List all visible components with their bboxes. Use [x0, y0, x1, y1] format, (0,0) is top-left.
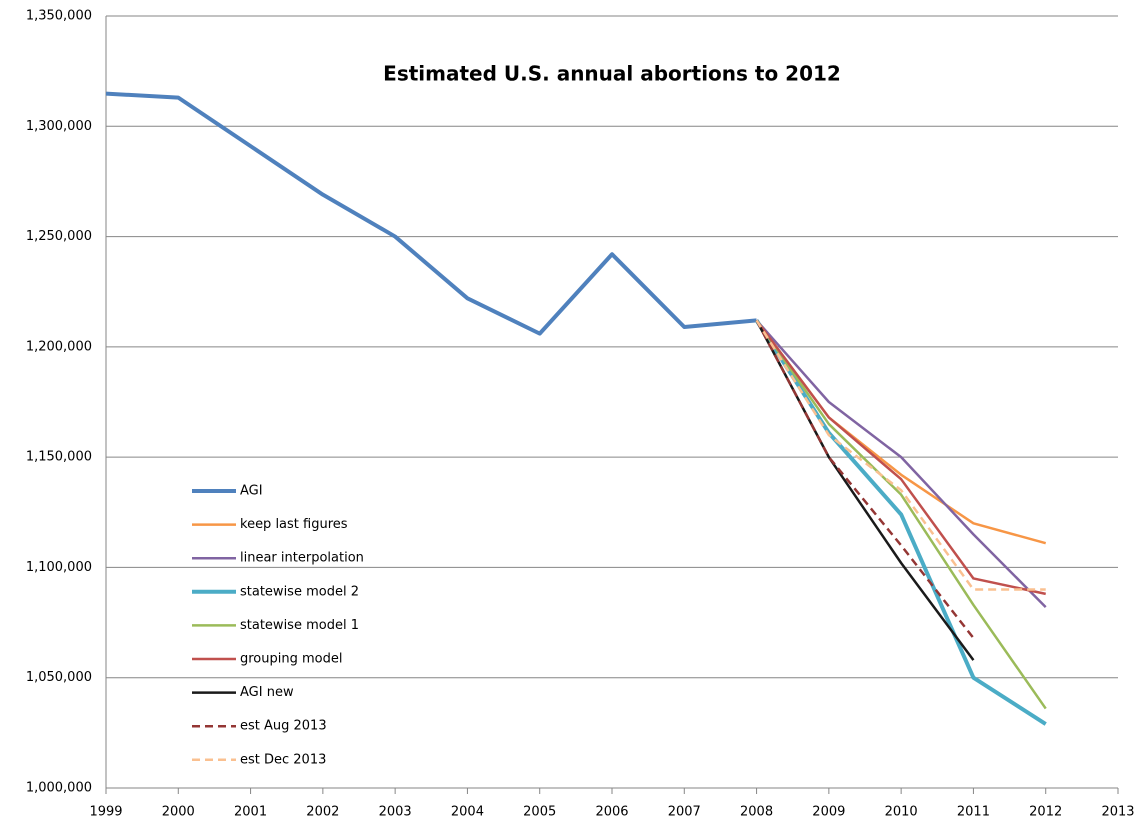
x-tick-label: 2005 [523, 805, 556, 820]
x-tick-label: 2013 [1101, 805, 1134, 820]
series-line [755, 319, 1047, 710]
legend-label: keep last figures [240, 517, 348, 532]
y-tick-label: 1,050,000 [26, 670, 92, 685]
series-line [755, 319, 1046, 591]
legend-label: est Aug 2013 [240, 719, 327, 734]
series-line [755, 319, 1047, 545]
series-line [755, 319, 1047, 609]
x-tick-label: 2006 [595, 805, 628, 820]
x-tick-label: 2002 [306, 805, 339, 820]
y-tick-label: 1,250,000 [26, 229, 92, 244]
y-tick-label: 1,200,000 [26, 339, 92, 354]
legend-label: grouping model [240, 652, 342, 667]
legend-label: statewise model 2 [240, 584, 359, 599]
series-line [754, 319, 1047, 726]
chart-title: Estimated U.S. annual abortions to 2012 [383, 62, 841, 86]
x-tick-label: 2000 [162, 805, 195, 820]
series-line [755, 319, 1046, 596]
x-tick-label: 2012 [1029, 805, 1062, 820]
series-line [755, 319, 975, 639]
y-tick-label: 1,000,000 [26, 781, 92, 796]
legend-label: est Dec 2013 [240, 752, 326, 767]
y-tick-label: 1,350,000 [26, 9, 92, 24]
x-tick-label: 2009 [812, 805, 845, 820]
y-tick-label: 1,300,000 [26, 119, 92, 134]
x-tick-label: 2003 [379, 805, 412, 820]
series-line [105, 91, 757, 336]
x-tick-label: 1999 [89, 805, 122, 820]
series-line [755, 319, 975, 661]
x-tick-label: 2008 [740, 805, 773, 820]
legend-label: AGI new [240, 685, 294, 700]
x-tick-label: 2011 [957, 805, 990, 820]
x-tick-label: 2010 [885, 805, 918, 820]
y-tick-label: 1,150,000 [26, 450, 92, 465]
legend-label: linear interpolation [240, 551, 364, 566]
x-tick-label: 2007 [668, 805, 701, 820]
legend-label: AGI [240, 484, 263, 499]
y-tick-label: 1,100,000 [26, 560, 92, 575]
x-tick-label: 2004 [451, 805, 484, 820]
legend-label: statewise model 1 [240, 618, 359, 633]
x-tick-label: 2001 [234, 805, 267, 820]
